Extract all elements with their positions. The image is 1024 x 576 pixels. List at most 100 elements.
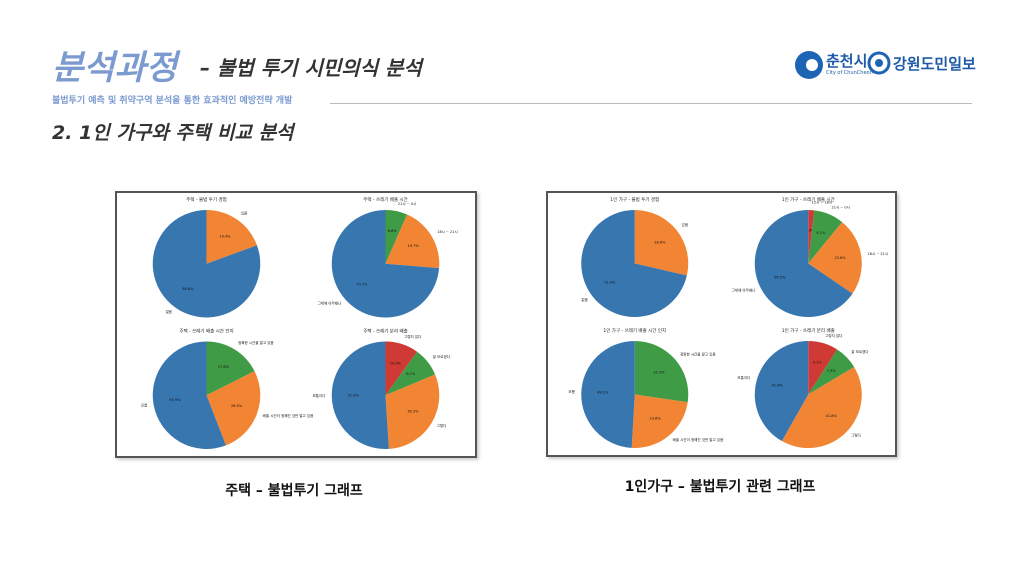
pie-slice	[152, 210, 261, 318]
pie-grid: 1인 가구 - 불법 투기 경험 28.6% 있음 71.4% 없음 1인 가구 - 쓰레…	[568, 196, 889, 448]
category-label: 보통이다	[312, 393, 326, 398]
subtitle: – 불법 투기 시민의식 분석	[200, 56, 422, 80]
pie-slice	[331, 341, 389, 449]
category-label: 정확한 시간을 알고 있음	[680, 351, 716, 356]
category-label: 모름	[141, 402, 148, 407]
pie-title: 1인 가구 - 쓰레기 배출 시간 인지	[603, 327, 666, 334]
value-label: 80.6%	[182, 287, 194, 291]
pie-slice	[808, 341, 838, 395]
category-label: 21시 ~ 0시	[832, 204, 850, 209]
category-label: 잘 모르겠다	[433, 354, 451, 359]
divider	[330, 103, 972, 104]
category-label: 모름	[568, 389, 575, 394]
value-label: 51.0%	[348, 393, 360, 397]
value-label: 71.4%	[604, 280, 616, 284]
pie-title: 주택 - 쓰레기 분리 배출	[363, 328, 408, 335]
category-label: 있음	[682, 222, 689, 227]
title: 분석과정	[52, 48, 178, 88]
value-label: 19.4%	[219, 234, 231, 238]
city-logo-icon	[795, 51, 823, 79]
value-label: 9.1%	[816, 231, 826, 235]
category-label: 잘 모르겠다	[851, 349, 869, 354]
value-label: 9.1%	[813, 361, 823, 365]
value-label: 7.3%	[827, 369, 837, 373]
tagline: 불법투기 예측 및 취약구역 분석을 통한 효과적인 예방전략 개발	[52, 96, 293, 106]
logo-paper: 강원도민일보	[893, 55, 976, 73]
category-label: 그렇다	[851, 432, 861, 437]
chart-panel: 주택 - 불법 투기 경험 19.4% 있음 80.6% 없음 주택 - 쓰레기 배출 시…	[115, 191, 477, 458]
value-label: 23.6%	[649, 416, 661, 420]
category-label: 그밖에 아무때나	[732, 288, 756, 293]
category-label: 보통이다	[737, 375, 751, 380]
panel-caption: 1인가구 – 불법투기 관련 그래프	[624, 479, 816, 495]
pie-title: 1인 가구 - 쓰레기 배출 시간	[782, 196, 835, 203]
category-label: 그렇다	[437, 423, 447, 428]
panel-caption: 주택 – 불법투기 그래프	[225, 483, 363, 499]
pie-slice	[385, 214, 440, 269]
value-label: 41.8%	[772, 383, 784, 387]
pie-slice	[206, 371, 261, 446]
pie-slice	[385, 351, 436, 396]
pie-slice	[581, 210, 687, 317]
value-label: 6.6%	[388, 229, 398, 233]
pie-slice	[634, 341, 689, 403]
category-label: 그렇지 않다	[404, 334, 422, 339]
logo-city-en: City of ChunCheon	[826, 70, 873, 76]
value-label: 26.5%	[231, 404, 243, 408]
category-label: 배출 시간이 정해진 것만 알고 있음	[673, 437, 724, 442]
category-label: 없음	[581, 297, 588, 302]
category-label: 배출 시간이 정해진 것만 알고 있음	[263, 413, 314, 418]
pie-slice	[754, 341, 809, 442]
value-label: 28.6%	[654, 241, 666, 245]
value-label: 10.0%	[390, 362, 402, 366]
pie-title: 주택 - 불법 투기 경험	[186, 196, 226, 203]
pie-title: 1인 가구 - 쓰레기 분리 배출	[782, 327, 835, 334]
category-label: 없음	[166, 309, 173, 314]
pie-slice	[808, 210, 815, 264]
value-label: 1.8%	[806, 228, 816, 232]
value-label: 41.8%	[826, 414, 838, 418]
pie-slice	[581, 341, 635, 448]
value-label: 8.7%	[406, 372, 416, 376]
pie-slice	[754, 210, 853, 317]
logo-city: 춘천시	[826, 52, 868, 70]
value-label: 17.6%	[218, 365, 230, 369]
category-label: 정확한 시간을 알고 있음	[238, 340, 274, 345]
category-label: 있음	[241, 210, 248, 215]
pie-slice	[385, 341, 418, 396]
value-label: 65.5%	[774, 276, 786, 280]
category-label: 그밖에 아무때나	[318, 301, 342, 306]
value-label: 73.7%	[356, 283, 368, 287]
category-label: 그렇지 않다	[825, 333, 843, 338]
pie-slice	[152, 341, 226, 449]
pie-slice	[331, 210, 440, 318]
pie-slice	[808, 222, 862, 294]
value-label: 55.9%	[169, 398, 181, 402]
value-label: 30.3%	[407, 409, 419, 413]
category-label: 18시 ~ 21시	[868, 251, 889, 256]
category-label: 18시 ~ 21시	[437, 229, 458, 234]
pie-slice	[808, 210, 843, 264]
pie-slice	[206, 210, 257, 264]
pie-slice	[634, 210, 689, 276]
pie-title: 1인 가구 - 불법 투기 경험	[610, 196, 659, 203]
pie-slice	[631, 394, 688, 448]
pie-title: 주택 - 쓰레기 배출 시간 인지	[179, 328, 233, 335]
value-label: 27.3%	[653, 370, 665, 374]
paper-logo-icon	[867, 51, 891, 75]
pie-slice	[781, 366, 862, 448]
value-label: 19.7%	[408, 244, 420, 248]
chart-panel: 1인 가구 - 불법 투기 경험 28.6% 있음 71.4% 없음 1인 가구 - 쓰레…	[546, 191, 897, 457]
pie-title: 주택 - 쓰레기 배출 시간	[363, 196, 408, 203]
pie-slice	[385, 210, 408, 264]
section-title: 2. 1인 가구와 주택 비교 분석	[52, 122, 294, 144]
category-label: 21시 ~ 0시	[398, 201, 416, 206]
pie-slice	[385, 374, 440, 449]
value-label: 23.6%	[834, 256, 846, 260]
pie-slice	[206, 341, 255, 396]
value-label: 49.1%	[597, 391, 609, 395]
pie-slice	[808, 349, 855, 395]
category-label: 12시 ~ 18시	[812, 200, 833, 205]
